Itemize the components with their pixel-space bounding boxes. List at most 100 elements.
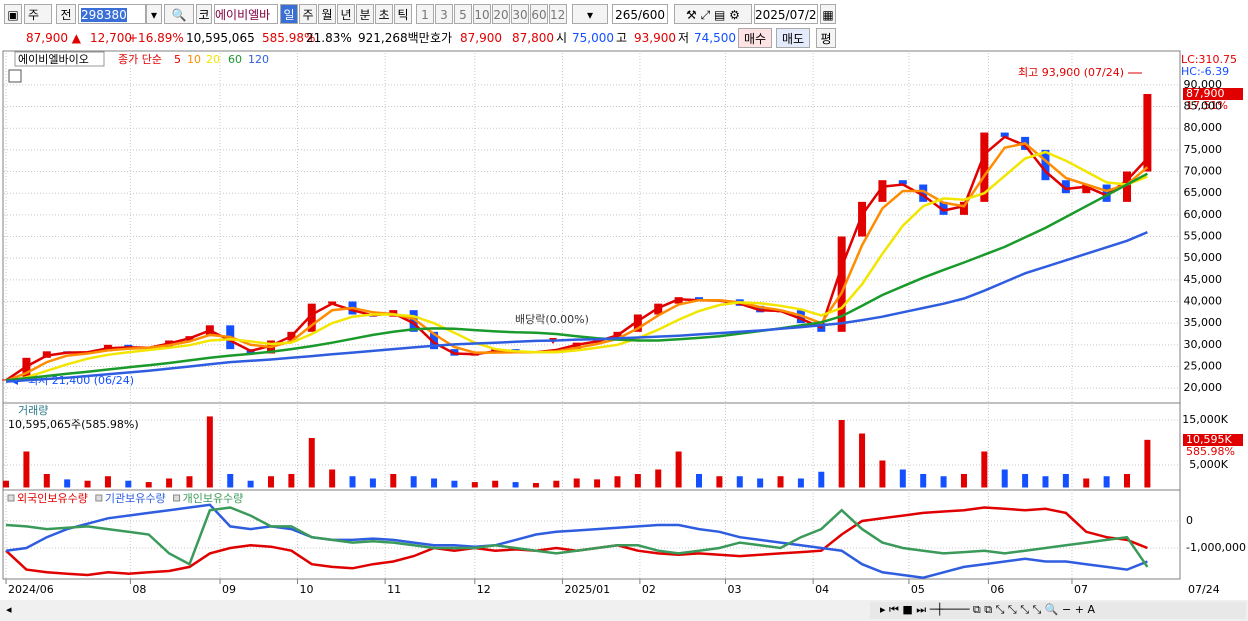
legend-label: 10: [187, 53, 201, 66]
candle: [430, 331, 439, 350]
legend-label: 기관보유수량: [105, 492, 166, 505]
y-tick-label: 40,000: [1184, 294, 1223, 307]
avg-button[interactable]: 평: [816, 28, 836, 48]
volume-bar: [696, 473, 703, 488]
x-tick-label: 11: [387, 583, 401, 596]
volume-bar: [431, 478, 438, 488]
toolbar-button[interactable]: 주: [299, 4, 317, 24]
volume-bar: [960, 473, 967, 488]
y-tick-label: 50,000: [1184, 251, 1223, 264]
stock-name[interactable]: 에이비엘바: [214, 4, 278, 24]
toolbar-button[interactable]: 월: [318, 4, 336, 24]
volume-bar: [267, 476, 274, 488]
y-tick-label: 90,000: [1184, 78, 1223, 91]
volume-bar: [145, 482, 152, 488]
y-tick-label: 15,000K: [1182, 413, 1228, 426]
range-select[interactable]: 전: [56, 4, 76, 24]
toolbar-button[interactable]: 10: [473, 4, 491, 24]
toolbar-button[interactable]: 30: [511, 4, 529, 24]
toolbar-button[interactable]: 초: [375, 4, 393, 24]
candle: [1102, 184, 1111, 202]
toolbar-button[interactable]: 5: [454, 4, 472, 24]
last-volume: 10,595K: [1186, 433, 1232, 446]
code-dropdown[interactable]: ▾: [146, 4, 162, 24]
volume-bar: [451, 480, 458, 488]
turnover: 21.83%: [306, 31, 352, 45]
volume-bar: [1062, 473, 1069, 488]
date-input[interactable]: 2025/07/24: [754, 4, 818, 24]
zoom-tools[interactable]: [870, 602, 1246, 619]
y-tick-label: 75,000: [1184, 143, 1223, 156]
toolbar-button[interactable]: 3: [435, 4, 453, 24]
volume-bar: [512, 482, 519, 488]
volume-bar: [1124, 473, 1131, 488]
scroll-left[interactable]: ◂: [6, 603, 12, 616]
volume-bar: [655, 469, 662, 488]
ma-line: [5, 231, 1148, 383]
volume-bar: [3, 480, 10, 488]
volume-bar: [390, 473, 397, 488]
candle: [878, 180, 887, 202]
ma-line: [5, 142, 1149, 382]
ma-line: [5, 172, 1148, 382]
candle: [409, 310, 418, 332]
calendar-icon[interactable]: ▦: [820, 4, 836, 24]
table-icon[interactable]: [8, 69, 22, 83]
x-tick-label: 04: [815, 583, 829, 596]
toolbar-button[interactable]: 분: [356, 4, 374, 24]
volume-bar: [573, 478, 580, 488]
volume-bar: [186, 476, 193, 488]
volume-bar: [308, 438, 315, 488]
toolbar-button[interactable]: 20: [492, 4, 510, 24]
volume-bar: [84, 480, 91, 488]
volume-bar: [369, 478, 376, 488]
volume-bar: [227, 473, 234, 488]
low-annotation: 최저 21,400 (06/24): [28, 374, 134, 387]
candle: [307, 303, 316, 332]
nav-buttons[interactable]: ▸ ⏮ ■ ⏭ ─┼──── ⧉ ⧉ ⤡ ⤡ ⤡ ⤡ 🔍 − + A: [880, 602, 1095, 616]
ma-label: 종가 단순: [118, 53, 162, 66]
tool-icons[interactable]: ⚒ ⤢ ▤ ⚙: [674, 4, 752, 24]
code-input[interactable]: 298380: [78, 4, 146, 24]
x-tick-label: 08: [132, 583, 146, 596]
toolbar-button[interactable]: 120: [549, 4, 567, 24]
legend-icon: [7, 494, 15, 502]
x-tick-label: 03: [727, 583, 741, 596]
sell-button[interactable]: 매도: [776, 28, 810, 48]
candle: [898, 180, 907, 185]
candle: [1041, 149, 1050, 181]
stock-name: 에이비엘바이오: [18, 53, 89, 66]
lc-label: LC:310.75: [1181, 53, 1237, 66]
interval-dropdown[interactable]: ▾: [572, 4, 608, 24]
volume-bar: [532, 482, 539, 488]
toolbar-button[interactable]: 일: [280, 4, 298, 24]
count-input[interactable]: 265/600: [612, 4, 668, 24]
candle: [1143, 93, 1152, 172]
high: 93,900: [634, 31, 676, 45]
buy-button[interactable]: 매수: [738, 28, 772, 48]
menu-icon[interactable]: ▣: [4, 4, 22, 24]
holding-line: [5, 503, 1148, 579]
last-volume-rate: 585.98%: [1186, 445, 1235, 458]
volume-bar: [64, 479, 71, 488]
volume-bar: [818, 471, 825, 488]
volume-bar: [471, 482, 478, 488]
hc-label: HC:-6.39: [1181, 65, 1229, 78]
search-sound[interactable]: 🔍: [164, 4, 194, 24]
high-annotation: 최고 93,900 (07/24): [1018, 66, 1124, 79]
open-label: 시: [556, 31, 568, 45]
toolbar-button[interactable]: 틱: [394, 4, 412, 24]
legend-icon: [95, 494, 103, 502]
toolbar-button[interactable]: 1: [416, 4, 434, 24]
toolbar-button[interactable]: 60: [530, 4, 548, 24]
volume-bar: [879, 460, 886, 488]
legend-icon: [173, 494, 181, 502]
toolbar-button[interactable]: 년: [337, 4, 355, 24]
legend-label: 개인보유수량: [183, 492, 244, 505]
volume-bar: [757, 478, 764, 488]
volume-bar: [288, 473, 295, 488]
code-text: 298380: [81, 8, 127, 22]
market-select[interactable]: 주: [24, 4, 52, 24]
bid: 87,800: [512, 31, 554, 45]
